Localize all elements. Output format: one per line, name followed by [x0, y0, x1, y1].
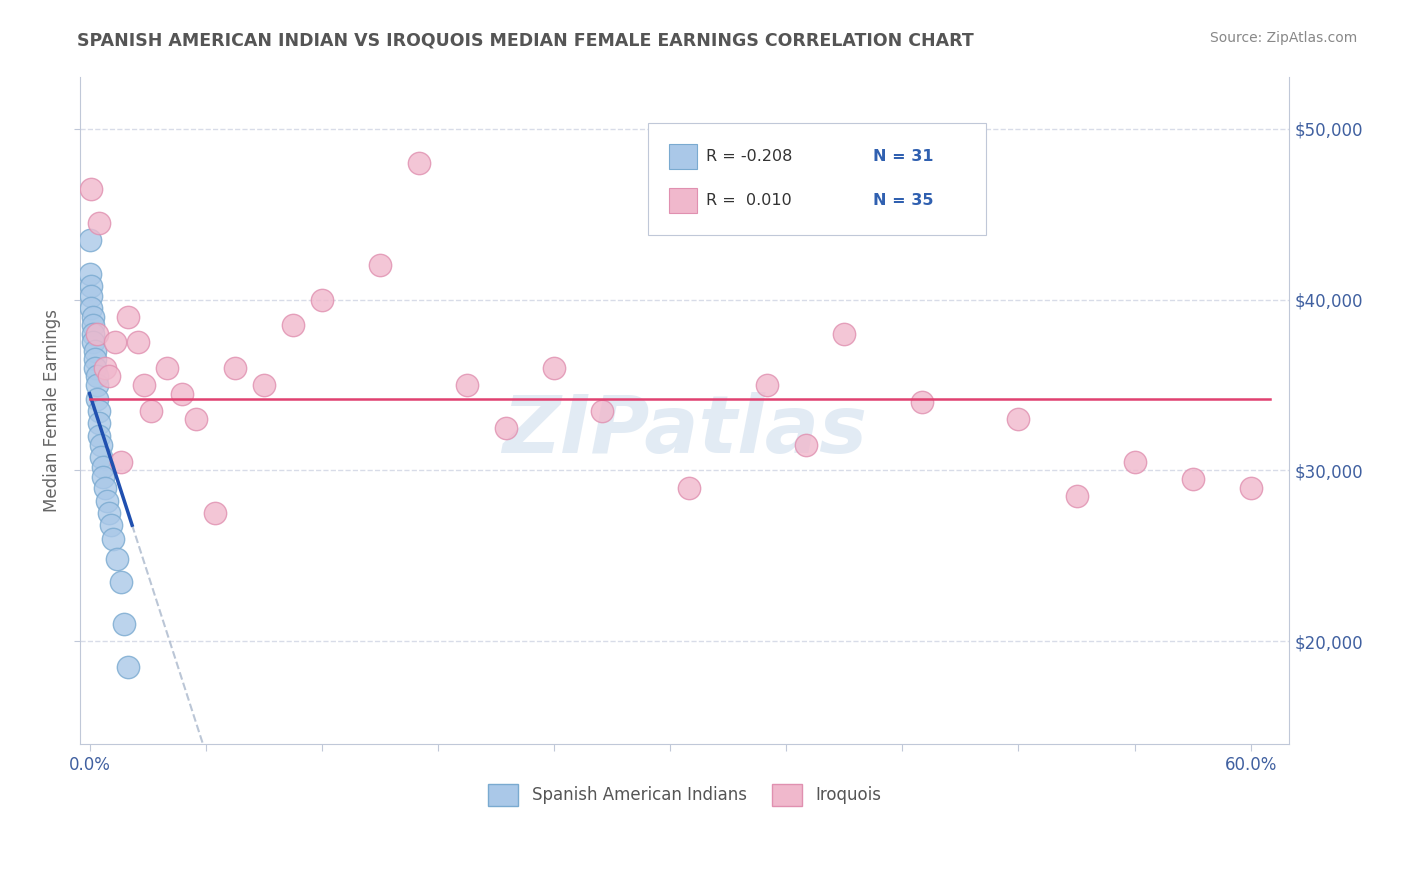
Point [141, 403, 163, 417]
Point [89, 429, 111, 443]
Text: SPANISH AMERICAN INDIAN VS IROQUOIS MEDIAN FEMALE EARNINGS CORRELATION CHART: SPANISH AMERICAN INDIAN VS IROQUOIS MEDI… [77, 31, 974, 49]
Point [110, 455, 132, 469]
Point [224, 361, 246, 376]
Point [495, 421, 517, 435]
Text: R = -0.208: R = -0.208 [706, 149, 792, 164]
Point [368, 259, 391, 273]
Text: Source: ZipAtlas.com: Source: ZipAtlas.com [1209, 31, 1357, 45]
Point [678, 481, 700, 495]
Point [82, 310, 104, 324]
Text: ZIPatlas: ZIPatlas [502, 392, 868, 470]
Point [755, 378, 778, 392]
Text: R =  0.010: R = 0.010 [706, 194, 792, 209]
Point [80, 301, 103, 315]
Point [80, 279, 103, 293]
Point [96, 494, 118, 508]
Point [84, 352, 107, 367]
Point [84, 361, 107, 376]
Point [104, 335, 127, 350]
Point [591, 403, 613, 417]
Point [127, 335, 149, 350]
Point [112, 617, 135, 632]
Point [101, 532, 124, 546]
Point [86, 369, 108, 384]
Point [253, 378, 276, 392]
Text: N = 31: N = 31 [873, 149, 934, 164]
Point [97, 506, 120, 520]
Point [86, 392, 108, 406]
Point [832, 326, 855, 341]
Point [82, 318, 104, 333]
Point [117, 310, 139, 324]
Point [89, 216, 111, 230]
Point [89, 403, 111, 417]
Point [1240, 481, 1263, 495]
Point [281, 318, 304, 333]
Legend: Spanish American Indians, Iroquois: Spanish American Indians, Iroquois [482, 778, 887, 813]
Point [172, 386, 194, 401]
Point [80, 181, 103, 195]
Point [1181, 472, 1204, 486]
Point [80, 289, 103, 303]
Point [86, 378, 108, 392]
Point [1007, 412, 1029, 426]
Point [94, 481, 117, 495]
Point [91, 470, 114, 484]
Point [82, 335, 104, 350]
Point [1123, 455, 1146, 469]
Point [91, 460, 114, 475]
Point [456, 378, 478, 392]
Point [89, 416, 111, 430]
Point [94, 361, 117, 376]
Point [90, 438, 112, 452]
Point [90, 450, 112, 464]
Text: N = 35: N = 35 [873, 194, 934, 209]
Point [117, 660, 139, 674]
Point [100, 518, 122, 533]
Point [97, 369, 120, 384]
Point [794, 438, 817, 452]
Point [1066, 489, 1088, 503]
Y-axis label: Median Female Earnings: Median Female Earnings [44, 310, 60, 512]
Point [79, 267, 101, 281]
Point [543, 361, 565, 376]
Point [79, 233, 101, 247]
Point [86, 326, 108, 341]
Point [105, 552, 128, 566]
Point [184, 412, 207, 426]
Point [204, 506, 226, 520]
Point [132, 378, 155, 392]
Point [110, 574, 132, 589]
Point [82, 326, 104, 341]
Point [311, 293, 333, 307]
Point [84, 343, 107, 358]
Point [408, 156, 430, 170]
Point [156, 361, 179, 376]
Point [911, 395, 934, 409]
